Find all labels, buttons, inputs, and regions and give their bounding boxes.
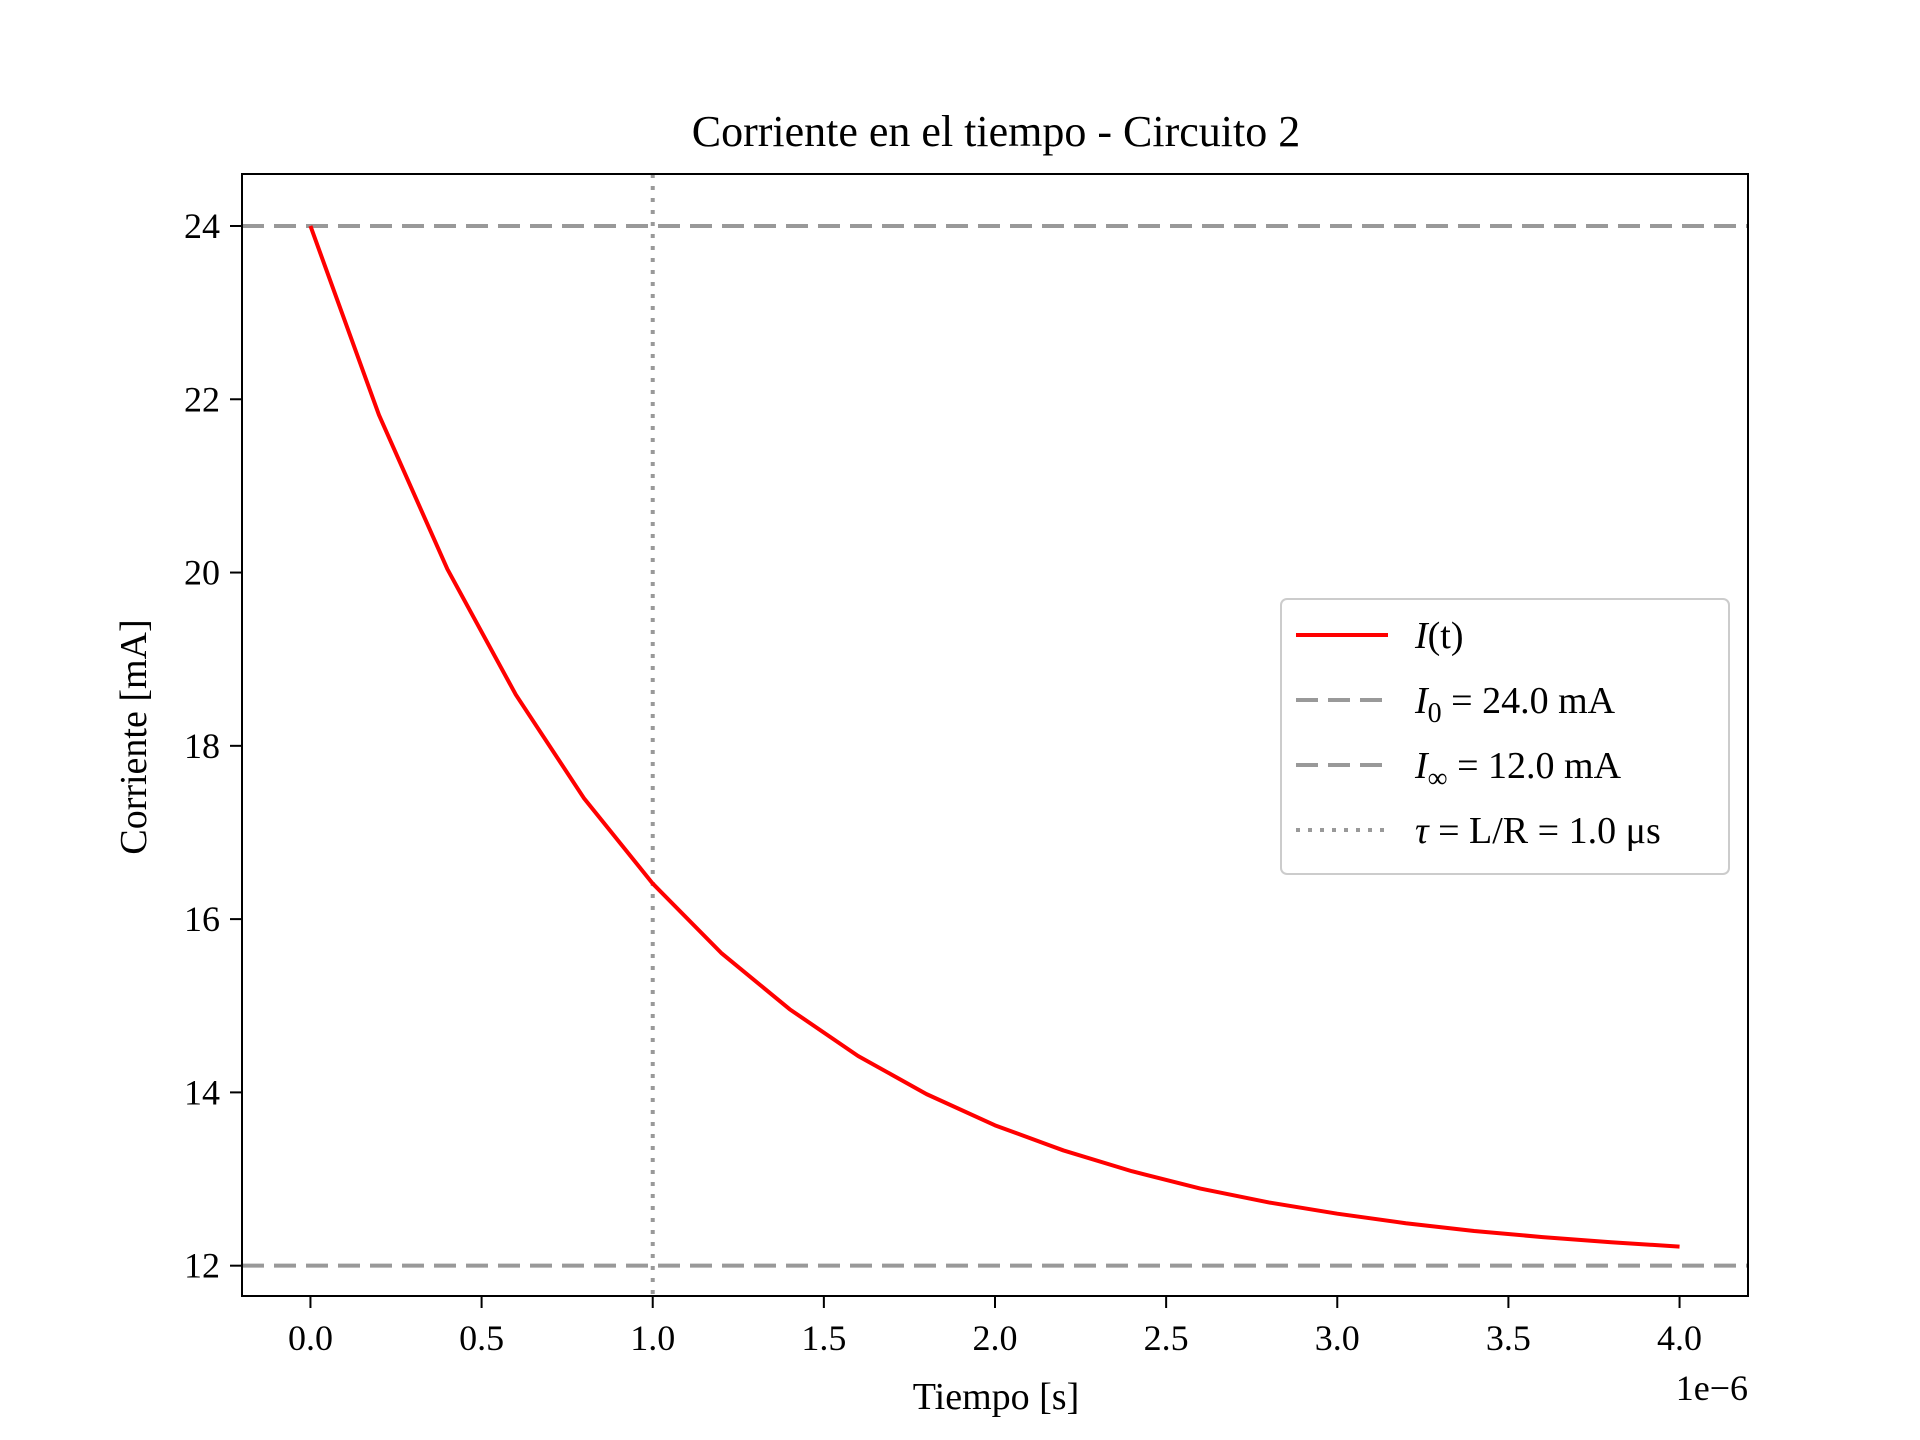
y-tick-label: 22 bbox=[184, 379, 220, 419]
y-axis-label: Corriente [mA] bbox=[113, 619, 155, 854]
y-tick-label: 12 bbox=[184, 1246, 220, 1286]
legend-label: I(t) bbox=[1414, 615, 1464, 657]
legend-label: τ = L/R = 1.0 μs bbox=[1415, 810, 1661, 852]
x-tick-label: 1.5 bbox=[801, 1318, 846, 1358]
legend-box bbox=[1280, 598, 1730, 875]
y-tick-label: 20 bbox=[184, 553, 220, 593]
x-tick-label: 2.0 bbox=[973, 1318, 1018, 1358]
plot-inner bbox=[242, 174, 1748, 1296]
x-tick-label: 2.5 bbox=[1144, 1318, 1189, 1358]
y-tick-label: 24 bbox=[184, 206, 220, 246]
y-tick-label: 14 bbox=[184, 1072, 220, 1112]
x-tick-label: 0.5 bbox=[459, 1318, 504, 1358]
legend-label: I∞ = 12.0 mA bbox=[1414, 745, 1622, 794]
x-tick-label: 0.0 bbox=[288, 1318, 333, 1358]
plot-area: 0.0 0.5 1.0 1.5 2.0 2.5 3.0 3.5 4.0 12 14 16 18 20 22 2… bbox=[184, 173, 1749, 1358]
chart-title: Corriente en el tiempo - Circuito 2 bbox=[692, 107, 1301, 156]
legend: I(t) I0 = 24.0 mA I∞ = 12.0 mA τ = L/R = 1.… bbox=[1280, 598, 1730, 875]
x-tick-label: 4.0 bbox=[1657, 1318, 1702, 1358]
y-tick-label: 18 bbox=[184, 726, 220, 766]
series-line-1 bbox=[308, 225, 1680, 1249]
legend-label: I0 = 24.0 mA bbox=[1414, 680, 1616, 729]
x-tick-label: 3.0 bbox=[1315, 1318, 1360, 1358]
x-tick-label: 3.5 bbox=[1486, 1318, 1531, 1358]
x-axis-offset-label: 1e−6 bbox=[1676, 1368, 1748, 1408]
y-tick-label: 16 bbox=[184, 899, 220, 939]
x-axis-label: Tiempo [s] bbox=[913, 1376, 1079, 1418]
x-tick-label: 1.0 bbox=[630, 1318, 675, 1358]
